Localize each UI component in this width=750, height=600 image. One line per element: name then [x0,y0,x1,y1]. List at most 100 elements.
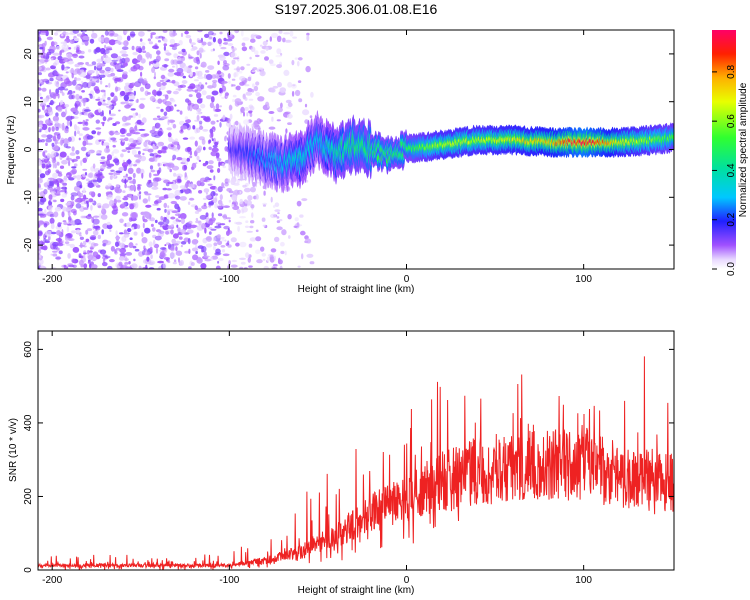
spectrogram-noise-mark [51,157,57,164]
spectrogram-noise-mark [110,245,115,252]
spectrogram-noise-mark [142,218,148,223]
spectrogram-noise-mark [54,32,59,36]
spectrogram-noise-mark [75,93,80,100]
spectrogram-noise-mark [235,221,243,225]
spectrogram-noise-mark [198,220,202,226]
spectrogram-noise-mark [214,108,222,112]
spectrogram-noise-mark [119,138,125,141]
spectrogram-noise-mark [54,68,57,71]
spectrogram-noise-mark [106,154,113,161]
spectrogram-noise-mark [183,164,187,170]
spectrogram-noise-mark [153,239,156,246]
spectrogram-noise-mark [167,181,174,185]
spectrogram-noise-mark [53,199,57,203]
spectrogram-noise-mark [129,181,136,184]
spectrogram-noise-mark [270,63,276,67]
spectrogram-noise-mark [178,87,181,92]
spectrogram-noise-mark [124,82,131,86]
spectrogram-noise-mark [210,151,218,157]
spectrogram-noise-mark [214,141,219,146]
spectrogram-noise-mark [222,65,230,71]
spectrogram-noise-mark [99,80,103,85]
spectrogram-noise-mark [79,110,82,117]
spectrogram-noise-mark [219,87,222,94]
spectrogram-noise-mark [165,52,172,56]
spectrogram-noise-mark [145,204,152,208]
spectrogram-noise-mark [209,133,214,139]
spectrogram-noise-mark [227,73,231,79]
spectrogram-noise-mark [270,88,276,93]
spectrogram-noise-mark [294,89,301,97]
spectrogram-noise-mark [239,198,243,205]
spectrogram-noise-mark [64,88,69,91]
spectrogram-noise-mark [129,237,133,240]
spectrogram-noise-mark [130,66,138,72]
spectrogram-noise-mark [75,77,81,81]
spectrogram-noise-mark [201,41,207,46]
spectrogram-noise-mark [217,240,223,246]
spectrogram-noise-mark [188,197,195,201]
spectrogram-noise-mark [124,104,131,109]
spectrogram-noise-mark [85,119,89,122]
spectrogram-noise-mark [197,70,203,78]
spectrogram-noise-mark [205,243,213,248]
spectrogram-noise-mark [148,61,151,66]
spectrogram-noise-mark [121,57,126,64]
spectrogram-noise-mark [163,43,168,47]
spectrogram-noise-mark [173,259,177,263]
spectrogram-noise-mark [177,144,181,150]
spectrogram-noise-mark [150,223,154,227]
spectrogram-noise-mark [212,197,218,204]
spectrogram-noise-mark [216,205,223,209]
spectrogram-noise-mark [50,191,56,194]
spectrogram-noise-mark [152,117,158,121]
spectrogram-noise-mark [89,80,92,87]
spectrogram-noise-mark [39,173,46,179]
spectrogram-noise-mark [143,248,147,252]
spectrogram-noise-mark [249,112,253,118]
spectrogram-noise-mark [124,57,130,63]
spectrogram-noise-mark [98,139,102,142]
spectrogram-noise-mark [126,159,132,164]
spectrogram-noise-mark [247,195,253,201]
spectrogram-noise-mark [170,139,175,143]
spectrogram-noise-mark [87,150,91,155]
spectrogram-noise-mark [128,138,135,143]
spectrogram-noise-mark [209,36,213,40]
spectrogram-noise-mark [203,146,206,151]
spectrogram-noise-mark [234,120,239,126]
spectrogram-noise-mark [102,49,110,54]
spectrogram-noise-mark [128,242,134,249]
spectrogram-noise-mark [115,241,119,247]
spectrogram-noise-mark [124,206,129,210]
spectrogram-noise-mark [233,72,237,78]
spectrogram-noise-mark [61,92,65,96]
spectrogram-noise-mark [52,41,58,46]
spectrogram-noise-mark [107,194,114,201]
spectrogram-noise-mark [153,76,156,80]
spectrogram-noise-mark [176,157,183,161]
spectrogram-noise-mark [172,243,179,246]
spectrogram-noise-mark [113,158,119,164]
spectrogram-noise-mark [199,125,204,130]
spectrogram-noise-mark [138,150,141,155]
spectrogram-noise-mark [182,67,188,72]
spectrogram-noise-mark [57,86,65,91]
spectrogram-noise-mark [260,50,266,54]
spectrogram-noise-mark [213,242,218,246]
spectrogram-noise-mark [179,110,183,115]
spectrogram-noise-mark [131,195,139,201]
spectrogram-noise-mark [76,130,80,135]
spectrogram-noise-mark [153,60,157,64]
spectrogram-noise-mark [231,84,236,87]
spectrogram-noise-mark [145,264,148,269]
spectrogram-noise-mark [165,230,170,235]
spectrogram-noise-mark [191,239,198,245]
spectrogram-noise-mark [95,69,99,76]
spectrogram-noise-mark [215,152,220,158]
spectrogram-noise-mark [306,32,310,36]
spectrogram-noise-mark [115,230,118,237]
spectrogram-noise-mark [248,104,254,109]
spectrogram-noise-mark [167,71,175,77]
spectrogram-noise-mark [242,184,247,188]
